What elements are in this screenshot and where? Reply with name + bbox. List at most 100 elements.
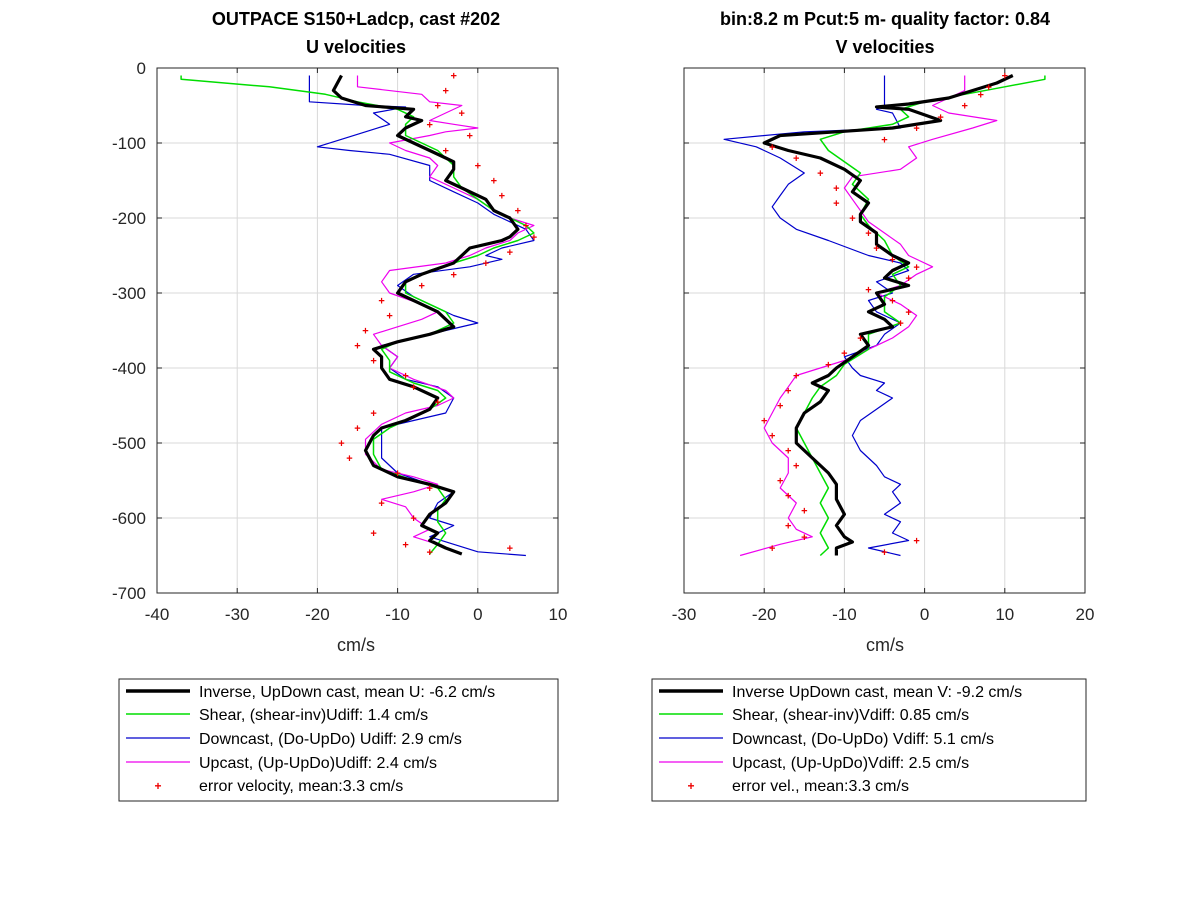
u-error-point: + — [426, 483, 432, 495]
v-xtick-label: 20 — [1076, 605, 1095, 624]
u-error-point: + — [531, 232, 537, 244]
v-error-point: + — [857, 333, 863, 345]
legend-right-swatch-error: + — [687, 779, 694, 793]
u-ytick-label: -200 — [112, 209, 146, 228]
v-error-point: + — [793, 153, 799, 165]
u-error-point: + — [426, 547, 432, 559]
v-error-point: + — [881, 134, 887, 146]
v-velocity-panel: ++++++++++++++++++++++++++++++++++++++ ++… — [672, 67, 1095, 624]
u-error-point: + — [459, 108, 465, 120]
v-error-point: + — [865, 284, 871, 296]
u-ytick-label: 0 — [137, 59, 146, 78]
legend-right: Inverse UpDown cast, mean V: -9.2 cm/s S… — [651, 678, 1087, 802]
v-error-point: + — [761, 416, 767, 428]
u-error-point: + — [475, 161, 481, 173]
u-ytick-label: -500 — [112, 434, 146, 453]
v-error-point: + — [897, 318, 903, 330]
u-error-point: + — [426, 119, 432, 131]
u-xtick-label: 10 — [549, 605, 568, 624]
u-error-point: + — [418, 281, 424, 293]
v-error-point: + — [801, 506, 807, 518]
u-xtick-label: -10 — [385, 605, 410, 624]
u-xtick-label: -30 — [225, 605, 250, 624]
v-error-point: + — [833, 183, 839, 195]
u-error-point: + — [354, 423, 360, 435]
v-error-point: + — [849, 213, 855, 225]
v-series-inverse — [762, 74, 1014, 556]
legend-left-item-shear: Shear, (shear-inv)Udiff: 1.4 cm/s — [199, 707, 428, 724]
u-error-point: + — [507, 247, 513, 259]
v-error-point: + — [881, 547, 887, 559]
v-xtick-label: -30 — [672, 605, 697, 624]
u-error-point: + — [362, 326, 368, 338]
u-error-point: + — [402, 539, 408, 551]
u-ytick-label: -700 — [112, 584, 146, 603]
u-plot-area — [157, 68, 558, 593]
v-error-point: + — [793, 371, 799, 383]
u-error-point: + — [434, 101, 440, 113]
v-error-point: + — [777, 401, 783, 413]
u-error-point: + — [515, 206, 521, 218]
v-error-point: + — [785, 386, 791, 398]
u-error-point: + — [338, 438, 344, 450]
u-series-upcast — [356, 75, 535, 553]
v-error-point: + — [785, 491, 791, 503]
u-error-point: + — [402, 371, 408, 383]
v-error-point: + — [889, 254, 895, 266]
u-velocity-panel: ++++++++++++++++++++++++++++++++++++ +-40… — [112, 59, 567, 624]
u-xtick-label: -40 — [145, 605, 170, 624]
v-error-point: + — [961, 101, 967, 113]
u-error-point: + — [370, 356, 376, 368]
v-error-point: + — [905, 273, 911, 285]
u-error-point: + — [451, 269, 457, 281]
left-title: OUTPACE S150+Ladcp, cast #202 — [212, 9, 500, 29]
u-error-point: + — [523, 221, 529, 233]
v-error-point: + — [873, 243, 879, 255]
v-error-point: + — [833, 198, 839, 210]
legend-left-swatch-error: + — [154, 779, 161, 793]
legend-left-item-downcast: Downcast, (Do-UpDo) Udiff: 2.9 cm/s — [199, 731, 462, 748]
v-error-point: + — [1002, 71, 1008, 83]
legend-right-item-shear: Shear, (shear-inv)Vdiff: 0.85 cm/s — [732, 707, 969, 724]
v-error-point: + — [913, 262, 919, 274]
u-xtick-label: -20 — [305, 605, 330, 624]
u-xtick-label: 0 — [473, 605, 482, 624]
v-error-point: + — [817, 168, 823, 180]
legend-left-box — [118, 678, 559, 802]
v-xtick-label: 0 — [920, 605, 929, 624]
u-error-point: + — [354, 341, 360, 353]
legend-right-item-inverse: Inverse UpDown cast, mean V: -9.2 cm/s — [732, 684, 1022, 701]
v-xtick-label: 10 — [995, 605, 1014, 624]
u-ytick-label: -100 — [112, 134, 146, 153]
u-error-point: + — [378, 498, 384, 510]
u-error-point: + — [451, 71, 457, 83]
right-subtitle: V velocities — [835, 37, 934, 57]
v-error-point: + — [769, 543, 775, 555]
v-error-point: + — [793, 461, 799, 473]
legend-left-item-inverse: Inverse, UpDown cast, mean U: -6.2 cm/s — [199, 684, 495, 701]
u-error-point: + — [443, 146, 449, 158]
right-title: bin:8.2 m Pcut:5 m- quality factor: 0.84 — [720, 9, 1050, 29]
u-error-point: + — [434, 397, 440, 409]
v-error-point: + — [825, 359, 831, 371]
v-error-point: + — [801, 532, 807, 544]
v-error-point: + — [769, 142, 775, 154]
u-error-point: + — [483, 258, 489, 270]
u-error-point: + — [370, 528, 376, 540]
left-subtitle: U velocities — [306, 37, 406, 57]
u-axes-frame — [156, 67, 559, 594]
v-error-point: + — [913, 536, 919, 548]
u-error-point: + — [346, 453, 352, 465]
legend-right-box — [651, 678, 1087, 802]
u-series-inverse — [331, 74, 520, 556]
v-error-point: + — [769, 431, 775, 443]
u-ytick-label: -600 — [112, 509, 146, 528]
u-error-point: + — [443, 86, 449, 98]
u-error-point: + — [410, 513, 416, 525]
v-error-point: + — [986, 82, 992, 94]
u-error-point: + — [491, 176, 497, 188]
v-error-point: + — [913, 123, 919, 135]
v-error-point: + — [841, 348, 847, 360]
u-error-point: + — [378, 296, 384, 308]
